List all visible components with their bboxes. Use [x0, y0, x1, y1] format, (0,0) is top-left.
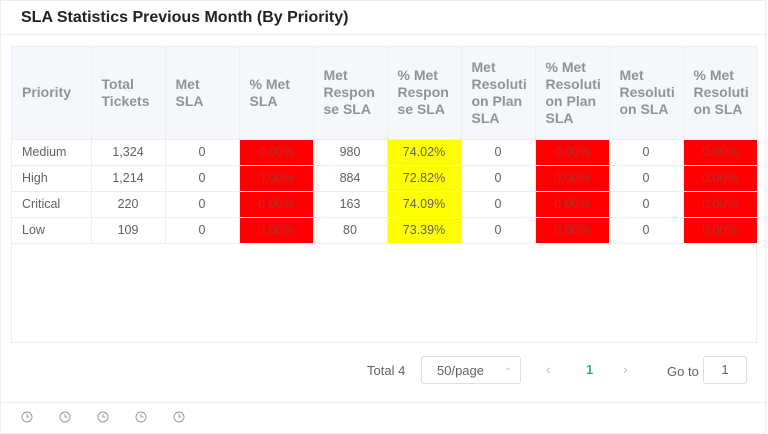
total-count: Total 4: [367, 363, 406, 378]
table-cell: 73.39%: [387, 217, 462, 244]
clock-icon[interactable]: [97, 410, 109, 423]
column-header: % Met Resoluti on Plan SLA: [535, 47, 610, 140]
table-cell: 0: [165, 217, 240, 244]
table-cell: 0.00%: [683, 139, 758, 166]
column-header: Priority: [12, 47, 92, 140]
clock-icon[interactable]: [135, 410, 147, 423]
table-cell: 0: [609, 217, 684, 244]
clock-icon[interactable]: [21, 410, 33, 423]
table-cell: 0.00%: [683, 217, 758, 244]
table-cell: 0.00%: [239, 165, 314, 192]
column-header: % Met Resoluti on SLA: [683, 47, 758, 140]
column-header: Met Resoluti on SLA: [609, 47, 684, 140]
table-cell: 80: [313, 217, 388, 244]
chevron-down-icon: ⌄: [503, 362, 512, 373]
clock-icon[interactable]: [59, 410, 71, 423]
table-row: Low 109 0 0.00% 80 73.39% 0 0.00% 0 0.00%: [12, 217, 758, 244]
table-cell: 0.00%: [239, 191, 314, 218]
table-cell: 980: [313, 139, 388, 166]
pagination: Total 4 50/page ⌄ ‹ 1 › Go to 1: [1, 356, 767, 386]
table-cell: 0: [461, 217, 536, 244]
page-size-value: 50/page: [437, 363, 484, 378]
sla-table-container: Priority Total Tickets Met SLA% Met SLA Met…: [11, 46, 758, 343]
column-header: Met Respon se SLA: [313, 47, 388, 140]
table-row: Medium 1,324 0 0.00% 980 74.02% 0 0.00% 0 0.00%: [12, 139, 758, 166]
table-cell: 0: [461, 139, 536, 166]
table-cell: 884: [313, 165, 388, 192]
prev-page-button[interactable]: ‹: [546, 361, 551, 377]
table-cell: 1,214: [91, 165, 166, 192]
table-cell: 0.00%: [535, 165, 610, 192]
table-cell: 0: [609, 165, 684, 192]
table-cell: 0: [165, 165, 240, 192]
page-number-1[interactable]: 1: [586, 362, 594, 377]
table-row: Critical 220 0 0.00% 163 74.09% 0 0.00% 0 0.00%: [12, 191, 758, 218]
column-header: Met SLA: [165, 47, 240, 140]
column-header: Met Resoluti on Plan SLA: [461, 47, 536, 140]
page-size-select[interactable]: 50/page ⌄: [421, 356, 521, 384]
table-row: High 1,214 0 0.00% 884 72.82% 0 0.00% 0 0.00%: [12, 165, 758, 192]
table-cell: 74.02%: [387, 139, 462, 166]
column-header: % Met SLA: [239, 47, 314, 140]
column-header: % Met Respon se SLA: [387, 47, 462, 140]
table-cell: 0.00%: [239, 217, 314, 244]
table-cell: 220: [91, 191, 166, 218]
goto-page-input[interactable]: 1: [703, 356, 747, 384]
clock-icon[interactable]: [173, 410, 185, 423]
table-cell: 163: [313, 191, 388, 218]
table-cell: 0.00%: [535, 217, 610, 244]
table-cell: 0.00%: [683, 191, 758, 218]
card-title: SLA Statistics Previous Month (By Priori…: [21, 9, 349, 26]
table-cell: Low: [12, 217, 92, 244]
table-cell: 0.00%: [683, 165, 758, 192]
table-cell: 1,324: [91, 139, 166, 166]
table-cell: 0: [461, 191, 536, 218]
sla-table: Priority Total Tickets Met SLA% Met SLA Met…: [12, 47, 758, 244]
table-cell: 0: [609, 191, 684, 218]
table-cell: 0: [461, 165, 536, 192]
table-cell: 0: [609, 139, 684, 166]
table-cell: 0.00%: [239, 139, 314, 166]
footer-divider: [1, 402, 767, 403]
footer-icons: [21, 410, 211, 428]
table-cell: 0: [165, 139, 240, 166]
column-header: Total Tickets: [91, 47, 166, 140]
table-cell: Medium: [12, 139, 92, 166]
table-cell: 109: [91, 217, 166, 244]
header-row: Priority Total Tickets Met SLA% Met SLA Met…: [12, 47, 758, 140]
table-cell: 0: [165, 191, 240, 218]
goto-label: Go to: [667, 364, 699, 379]
table-cell: Critical: [12, 191, 92, 218]
divider: [1, 34, 767, 35]
table-cell: 72.82%: [387, 165, 462, 192]
table-cell: 0.00%: [535, 139, 610, 166]
table-cell: 0.00%: [535, 191, 610, 218]
table-cell: 74.09%: [387, 191, 462, 218]
table-cell: High: [12, 165, 92, 192]
next-page-button[interactable]: ›: [623, 361, 628, 377]
